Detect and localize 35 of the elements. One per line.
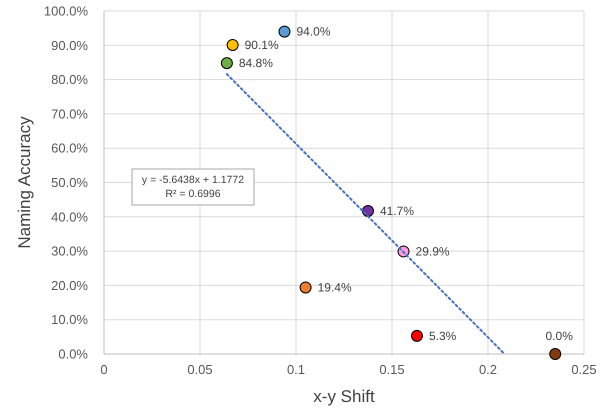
data-label: 41.7%: [380, 204, 414, 218]
data-label: 5.3%: [428, 328, 457, 343]
x-tick-label: 0.2: [478, 362, 498, 377]
y-axis-title: Naming Accuracy: [15, 116, 34, 249]
y-tick-label: 50.0%: [51, 175, 88, 190]
y-tick-label: 80.0%: [51, 72, 88, 88]
y-tick-label: 40.0%: [51, 209, 88, 224]
y-tick-label: 10.0%: [51, 312, 88, 328]
x-axis-title: x-y Shift: [313, 387, 375, 406]
data-label: 29.9%: [416, 244, 450, 258]
point: [278, 26, 290, 38]
data-label: 0.0%: [546, 329, 574, 343]
y-tick-label: 70.0%: [51, 106, 88, 122]
point: [220, 57, 233, 70]
y-tick-label: 90.0%: [51, 38, 88, 53]
x-tick-label: 0.05: [187, 362, 213, 377]
x-tick-label: 0.1: [286, 362, 306, 377]
data-label: 19.4%: [318, 280, 352, 294]
x-tick-label: 0.15: [379, 362, 405, 377]
point: [226, 38, 239, 51]
point: [300, 281, 312, 294]
y-tick-label: 30.0%: [51, 244, 88, 259]
annotation: y = -5.6438x + 1.1772: [142, 174, 244, 186]
y-tick-label: 60.0%: [51, 140, 88, 156]
point: [549, 348, 562, 360]
annotation: R² = 0.6996: [165, 188, 221, 200]
data-label: 90.1%: [244, 38, 279, 52]
y-tick-label: 100.0%: [44, 4, 88, 18]
x-tick-label: 0.25: [571, 362, 597, 377]
y-tick-label: 20.0%: [51, 278, 88, 293]
point: [410, 330, 423, 342]
x-tick-label: 0: [100, 362, 108, 377]
data-label: 84.8%: [238, 56, 274, 70]
y-tick-label: 0.0%: [58, 346, 88, 362]
data-label: 94.0%: [296, 24, 331, 39]
